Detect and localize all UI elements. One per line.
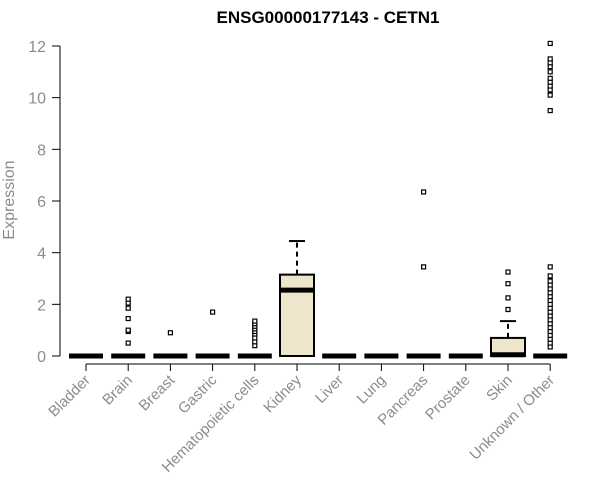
outlier-point — [505, 269, 511, 275]
outlier-point — [547, 92, 553, 98]
outlier-point — [547, 75, 553, 81]
outlier-point — [505, 295, 511, 301]
box-kidney — [279, 240, 315, 357]
y-axis-label: Expression — [1, 160, 18, 239]
outlier-point — [421, 264, 427, 270]
x-tick-label: Prostate — [422, 372, 474, 424]
outlier-point — [252, 318, 258, 324]
x-tick-label: Lung — [354, 372, 390, 408]
y-tick-label: 12 — [28, 39, 46, 56]
y-tick-label: 10 — [28, 91, 46, 108]
outlier-point — [125, 296, 131, 302]
x-tick-label: Liver — [312, 372, 347, 407]
outlier-point — [547, 69, 553, 75]
y-tick-label: 2 — [37, 297, 46, 314]
outlier-point — [547, 273, 553, 279]
box-unknown-other — [533, 40, 568, 359]
outlier-point — [505, 306, 511, 313]
x-tick-label: Kidney — [260, 371, 305, 416]
outlier-point — [547, 107, 553, 114]
outlier-point — [547, 264, 553, 270]
y-tick-label: 6 — [37, 194, 46, 211]
box-pancreas — [406, 189, 441, 359]
outlier-point — [547, 278, 553, 284]
outlier-point — [125, 315, 131, 322]
box-hematopoietic-cells — [237, 318, 272, 359]
chart-title: ENSG00000177143 - CETN1 — [216, 8, 439, 27]
outlier-point — [125, 305, 131, 311]
x-tick-label: Skin — [483, 372, 516, 405]
box-skin — [490, 269, 526, 358]
x-tick-label: Breast — [136, 371, 179, 414]
outlier-point — [421, 189, 427, 195]
outlier-point — [547, 40, 553, 47]
outlier-point — [505, 281, 511, 287]
box-breast — [153, 330, 188, 359]
y-axis: 0 2 4 6 8 10 12 — [28, 39, 61, 366]
box-rect — [279, 273, 315, 357]
y-tick-label: 0 — [37, 349, 46, 366]
x-tick-label: Bladder — [45, 372, 94, 421]
outlier-point — [125, 327, 131, 333]
x-tick-label: Brain — [99, 372, 136, 409]
box-series — [69, 40, 568, 359]
box-brain — [111, 296, 146, 359]
outlier-point — [210, 309, 216, 315]
y-tick-label: 4 — [37, 246, 46, 263]
outlier-point — [547, 56, 553, 62]
outlier-point — [167, 330, 173, 336]
box-gastric — [195, 309, 230, 359]
outlier-point — [125, 340, 131, 346]
y-tick-label: 8 — [37, 142, 46, 159]
